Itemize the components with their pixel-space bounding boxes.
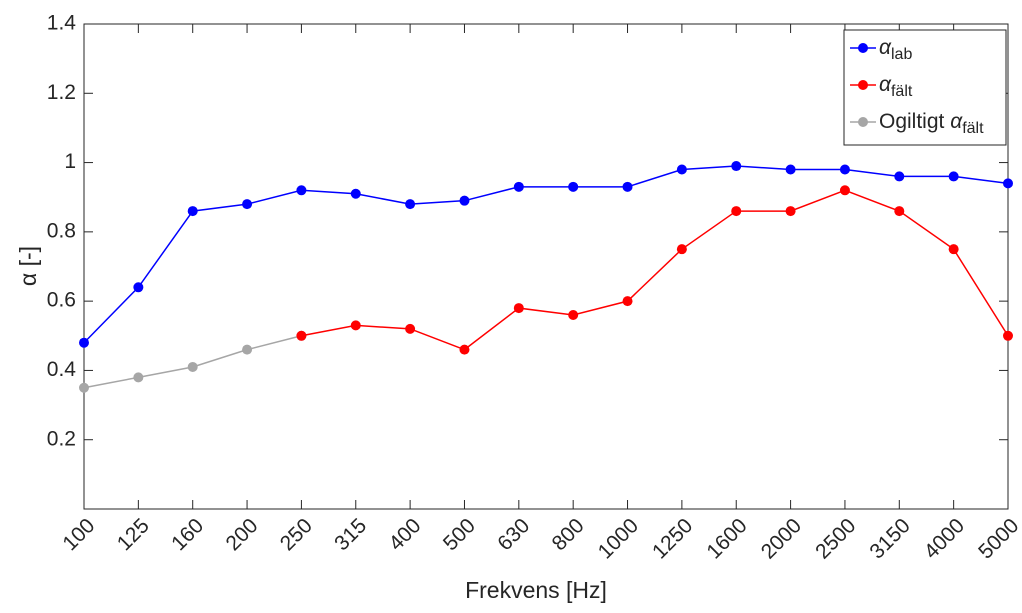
legend-label: αfält	[879, 73, 913, 101]
data-point	[568, 181, 579, 192]
data-point	[894, 206, 905, 217]
data-point	[622, 296, 633, 307]
data-point	[350, 320, 361, 331]
data-point	[622, 181, 633, 192]
x-tick-label: 3150	[865, 514, 914, 563]
x-tick-label: 1000	[594, 514, 643, 563]
x-tick-label: 100	[58, 514, 99, 555]
x-tick-label: 1250	[648, 514, 697, 563]
data-point	[79, 337, 89, 348]
data-point	[676, 244, 687, 255]
data-point	[513, 181, 524, 192]
x-tick-label: 125	[113, 514, 154, 555]
data-point	[405, 323, 416, 334]
x-tick-label: 400	[385, 514, 426, 555]
data-point	[1003, 178, 1013, 189]
x-tick-label: 4000	[920, 514, 969, 563]
data-point	[187, 361, 198, 372]
y-tick-label: 0.8	[47, 219, 76, 242]
x-tick-label: 1600	[702, 514, 751, 563]
data-point	[568, 310, 579, 320]
data-point	[839, 185, 850, 196]
data-point	[513, 303, 524, 314]
legend-marker	[858, 80, 868, 90]
x-tick-label: 500	[439, 514, 480, 555]
data-point	[133, 282, 144, 293]
y-tick-label: 0.2	[47, 427, 76, 450]
data-point	[785, 164, 796, 175]
y-tick-label: 1.2	[47, 81, 76, 104]
data-point	[405, 199, 416, 210]
x-tick-label: 315	[330, 514, 371, 555]
data-point	[350, 188, 361, 199]
legend-marker	[858, 43, 868, 53]
x-tick-label: 2000	[757, 514, 806, 563]
data-point	[242, 199, 253, 210]
x-tick-label: 160	[167, 514, 208, 555]
x-tick-label: 250	[276, 514, 317, 555]
legend-label: Ogiltigt αfält	[879, 110, 984, 138]
data-point	[79, 382, 89, 393]
y-tick-label: 0.4	[47, 358, 77, 381]
x-tick-label: 630	[493, 514, 534, 555]
x-axis-label: Frekvens [Hz]	[465, 577, 607, 603]
data-point	[133, 372, 144, 383]
x-tick-label: 2500	[811, 514, 860, 563]
data-point	[731, 206, 742, 217]
y-tick-label: 1	[64, 150, 76, 173]
y-tick-label: 0.6	[47, 289, 76, 312]
data-point	[948, 171, 959, 182]
data-point	[459, 195, 470, 206]
series-line	[301, 189, 1009, 351]
legend-box	[843, 29, 1007, 146]
data-point	[839, 164, 850, 175]
data-point	[785, 206, 796, 217]
data-point	[187, 206, 198, 217]
data-point	[296, 330, 307, 341]
legend-marker	[858, 117, 868, 127]
y-axis-label: α [-]	[15, 246, 41, 286]
data-point	[296, 185, 307, 196]
x-tick-label: 800	[548, 514, 589, 555]
y-tick-label: 1.4	[47, 12, 77, 35]
data-point	[948, 244, 959, 255]
legend-label: αlab	[879, 36, 912, 64]
x-tick-label: 200	[221, 514, 262, 555]
data-point	[242, 344, 253, 355]
data-point	[676, 164, 687, 175]
data-point	[731, 161, 742, 172]
x-tick-label: 5000	[974, 514, 1022, 563]
data-point	[1003, 330, 1013, 341]
data-point	[894, 171, 905, 182]
series-line	[83, 165, 1009, 344]
data-point	[459, 344, 470, 355]
